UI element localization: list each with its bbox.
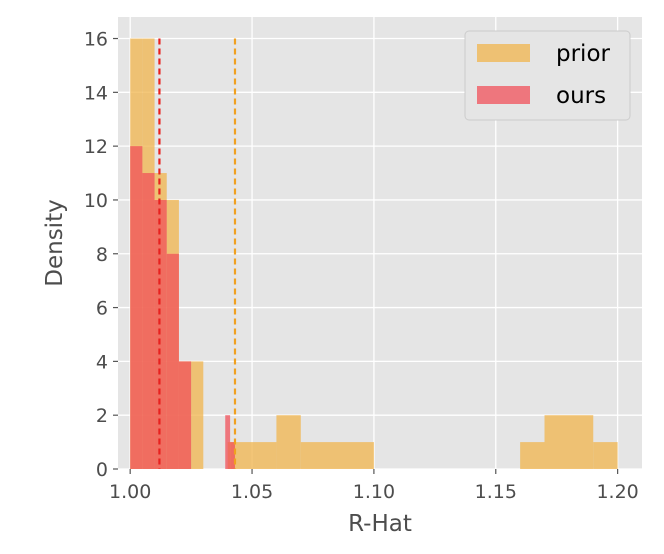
legend-label-prior: prior: [556, 41, 611, 67]
y-axis-label: Density: [42, 199, 68, 286]
legend-label-ours: ours: [556, 83, 606, 109]
y-tick-label: 8: [96, 244, 108, 266]
legend-swatch-prior: [477, 44, 530, 62]
y-tick-label: 10: [84, 190, 108, 212]
x-tick-label: 1.00: [109, 481, 151, 503]
y-tick-label: 12: [84, 136, 108, 158]
x-tick-label: 1.20: [596, 481, 638, 503]
bar-prior: [276, 415, 301, 469]
bar-ours: [130, 146, 143, 469]
legend: prior ours: [464, 30, 631, 121]
x-axis-label: R-Hat: [348, 511, 412, 537]
x-axis-ticks: 1.00 1.05 1.10 1.15 1.20: [109, 469, 639, 503]
bar-ours: [142, 173, 155, 470]
y-tick-label: 14: [84, 82, 108, 104]
bar-prior: [544, 415, 594, 469]
bar-prior: [593, 442, 618, 469]
bar-prior: [520, 442, 545, 469]
bar-ours: [225, 415, 231, 469]
x-tick-label: 1.15: [475, 481, 517, 503]
bar-ours: [230, 442, 235, 469]
x-tick-label: 1.05: [231, 481, 273, 503]
legend-swatch-ours: [477, 86, 530, 104]
bar-prior: [300, 442, 374, 469]
bar-ours: [178, 361, 192, 469]
histogram-bars: [130, 38, 618, 470]
mean-lines: [158, 38, 237, 469]
x-tick-label: 1.10: [353, 481, 395, 503]
y-tick-label: 0: [96, 459, 108, 481]
y-tick-label: 2: [96, 405, 108, 427]
y-tick-label: 4: [96, 351, 108, 373]
bar-ours: [154, 199, 167, 469]
bar-prior: [191, 361, 204, 469]
y-axis-ticks: 0 2 4 6 8 10 12 14 16: [84, 29, 118, 481]
bar-ours: [166, 253, 179, 469]
y-tick-label: 6: [96, 298, 108, 320]
y-tick-label: 16: [84, 29, 108, 51]
